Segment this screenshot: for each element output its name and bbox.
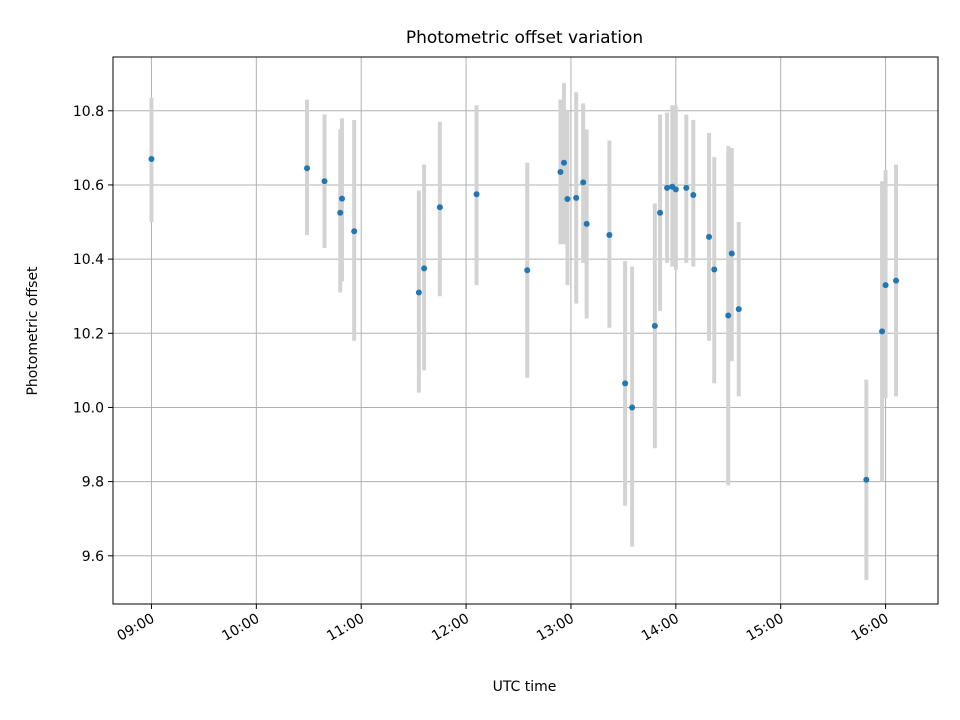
data-point [148, 155, 155, 162]
data-point [690, 191, 697, 198]
data-point [735, 306, 742, 313]
plot-frame [112, 56, 939, 605]
data-point [664, 184, 671, 191]
x-tick-label: 09:00 [115, 611, 158, 645]
y-tick-label: 10.4 [73, 252, 104, 268]
data-point [524, 267, 531, 274]
chart-title: Photometric offset variation [406, 28, 643, 48]
data-point [706, 233, 713, 240]
y-axis-ticks: 9.6 9.8 10.0 10.2 10.4 10.6 10.8 [73, 104, 113, 565]
data-point [473, 191, 480, 198]
data-point [725, 312, 732, 319]
data-point [415, 289, 422, 296]
data-point [683, 184, 690, 191]
data-point [421, 265, 428, 272]
data-point [564, 196, 571, 203]
data-point [711, 266, 718, 273]
data-point [560, 159, 567, 166]
data-point [351, 228, 358, 235]
data-point [436, 204, 443, 211]
x-tick-label: 16:00 [849, 611, 892, 645]
data-point [657, 209, 664, 216]
y-tick-label: 9.6 [82, 549, 104, 565]
data-point [863, 476, 870, 483]
data-point [622, 380, 629, 387]
y-tick-label: 10.2 [73, 326, 104, 342]
x-tick-label: 15:00 [744, 611, 787, 645]
x-axis-ticks: 09:00 10:00 11:00 12:00 13:00 14:00 15:00 16:00 [115, 604, 892, 645]
y-tick-label: 9.8 [82, 475, 104, 491]
data-point [583, 220, 590, 227]
data-point [304, 165, 311, 172]
y-tick-label: 10.8 [73, 104, 104, 120]
x-axis-label: UTC time [493, 679, 557, 695]
data-points [148, 155, 900, 483]
x-tick-label: 13:00 [534, 611, 577, 645]
data-point [580, 179, 587, 186]
data-point [337, 209, 344, 216]
y-tick-label: 10.6 [73, 178, 104, 194]
x-tick-label: 14:00 [639, 611, 682, 645]
x-tick-label: 12:00 [429, 611, 472, 645]
y-axis-label: Photometric offset [25, 266, 41, 396]
data-point [893, 277, 900, 284]
data-point [651, 322, 658, 329]
data-point [728, 250, 735, 257]
data-point [338, 195, 345, 202]
y-tick-label: 10.0 [73, 400, 104, 416]
data-point [557, 168, 564, 175]
data-point [606, 232, 613, 239]
data-point [672, 186, 679, 193]
data-point [321, 178, 328, 185]
error-bars [149, 82, 899, 580]
data-point [573, 194, 580, 201]
x-tick-label: 10:00 [219, 611, 262, 645]
data-point [879, 328, 886, 335]
data-point [882, 282, 889, 289]
x-tick-label: 11:00 [324, 611, 367, 645]
data-point [629, 404, 636, 411]
